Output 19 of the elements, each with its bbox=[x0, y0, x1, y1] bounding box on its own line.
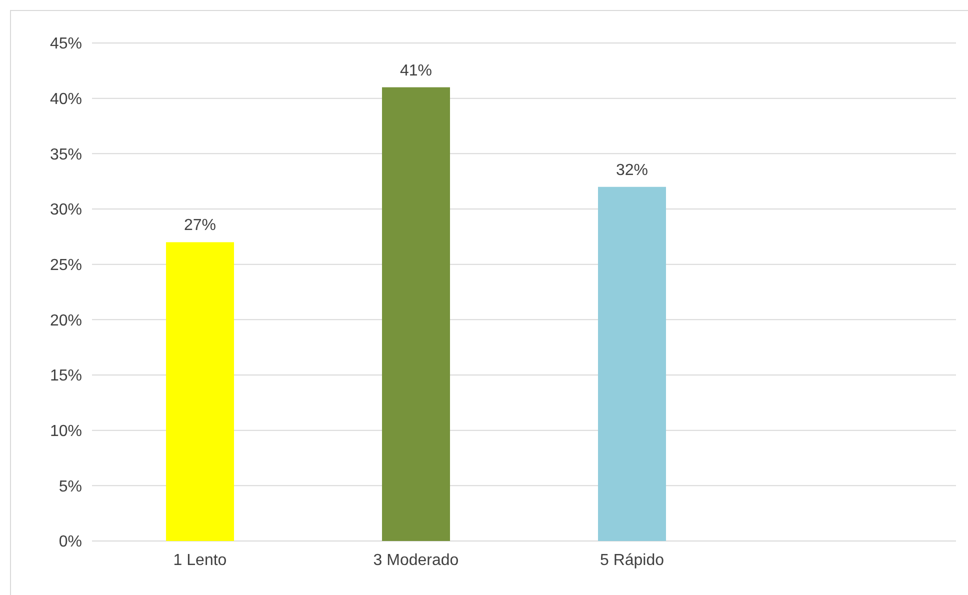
y-tick-label: 20% bbox=[50, 312, 82, 330]
bar bbox=[166, 242, 234, 541]
y-tick-label: 0% bbox=[58, 534, 82, 551]
bar bbox=[382, 87, 450, 541]
data-label: 27% bbox=[184, 217, 216, 234]
y-tick-label: 35% bbox=[50, 146, 82, 164]
x-tick-label: 1 Lento bbox=[173, 552, 227, 569]
y-tick-label: 40% bbox=[50, 90, 82, 108]
y-tick-label: 10% bbox=[50, 422, 82, 440]
y-tick-label: 30% bbox=[50, 202, 82, 219]
x-tick-label: 5 Rápido bbox=[600, 552, 664, 569]
y-tick-label: 15% bbox=[50, 368, 82, 385]
y-tick-label: 45% bbox=[50, 36, 82, 53]
data-label: 32% bbox=[616, 162, 648, 179]
x-tick-label: 3 Moderado bbox=[373, 552, 459, 569]
y-tick-label: 25% bbox=[50, 256, 82, 274]
data-label: 41% bbox=[400, 62, 432, 80]
bar bbox=[598, 186, 666, 541]
y-tick-label: 5% bbox=[58, 478, 82, 496]
